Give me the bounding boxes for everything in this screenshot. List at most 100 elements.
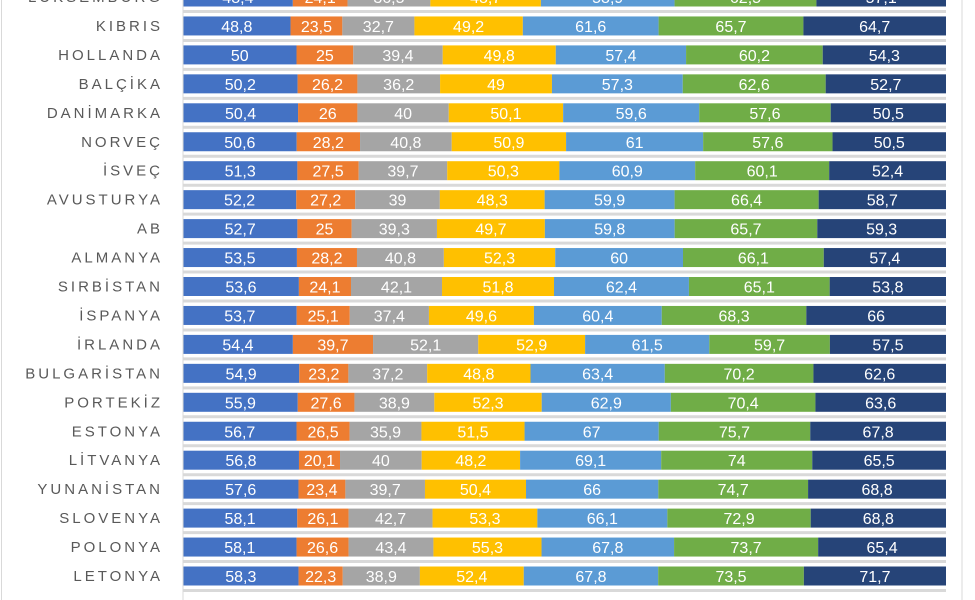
data-label: 66: [583, 482, 601, 499]
data-label: 51,5: [457, 424, 488, 441]
data-label: 50: [231, 48, 249, 65]
bar-segment: [526, 479, 659, 499]
data-label: 52,1: [410, 337, 441, 354]
category-label: PORTEKİZ: [64, 393, 163, 411]
data-label: 23,5: [301, 19, 332, 36]
bar-segment: [817, 219, 946, 239]
data-label: 52,7: [870, 77, 901, 94]
bar-segment: [298, 277, 351, 296]
bar-segment: [520, 450, 662, 470]
data-label: 67,8: [863, 424, 894, 441]
bar-segment: [541, 537, 675, 557]
data-label: 57,5: [872, 337, 903, 354]
bar-segment: [440, 74, 552, 94]
data-label: 42,1: [381, 280, 412, 297]
data-label: 40,8: [385, 251, 416, 268]
bar-segment: [533, 305, 662, 325]
bar-segment: [540, 0, 675, 7]
bar-segment: [688, 277, 830, 296]
bar-segment: [356, 248, 444, 268]
category-label: YUNANİSTAN: [37, 480, 163, 498]
data-label: 23,4: [306, 482, 337, 499]
data-label: 48,2: [455, 453, 486, 470]
data-label: 67,8: [592, 540, 623, 557]
data-label: 63,6: [865, 395, 896, 412]
category-label: AB: [137, 221, 163, 238]
bar-segment: [349, 305, 429, 325]
bar-segment: [347, 0, 431, 7]
data-label: 52,3: [484, 251, 515, 268]
bar-segment: [523, 566, 659, 586]
data-label: 48,8: [463, 366, 494, 383]
bar-segment: [183, 103, 299, 123]
data-label: 23,2: [308, 366, 339, 383]
data-label: 39: [389, 193, 407, 210]
data-label: 71,7: [859, 569, 890, 586]
data-label: 52,3: [472, 395, 503, 412]
bar-segment: [810, 508, 946, 528]
bar-segment: [439, 190, 545, 210]
bar-segment: [296, 305, 350, 325]
data-label: 37,4: [374, 308, 405, 325]
bar-segment: [183, 161, 298, 181]
data-label: 65,1: [744, 280, 775, 297]
data-label: 39,7: [317, 337, 348, 354]
bar-segment: [829, 161, 946, 181]
bar-segment: [832, 132, 946, 152]
bar-segment: [296, 190, 356, 210]
data-label: 49,2: [453, 19, 484, 36]
bar-segment: [448, 103, 564, 123]
category-label: LETONYA: [73, 568, 163, 585]
data-label: 60,2: [739, 48, 770, 65]
data-label: 49,8: [484, 48, 515, 65]
data-label: 39,3: [379, 222, 410, 239]
bar-segment: [183, 479, 299, 499]
data-label: 65,7: [730, 222, 761, 239]
data-label: 36,2: [383, 77, 414, 94]
bar-segment: [658, 421, 811, 441]
data-label: 56,7: [224, 424, 255, 441]
data-label: 57,1: [866, 0, 897, 7]
data-label: 50,6: [224, 135, 255, 152]
bar-segment: [342, 16, 415, 36]
bar-segment: [541, 392, 671, 412]
data-label: 66,1: [587, 511, 618, 528]
data-label: 52,4: [872, 164, 903, 181]
data-label: 62,9: [591, 395, 622, 412]
bar-segment: [658, 479, 809, 499]
data-label: 42,7: [375, 511, 406, 528]
bar-segment: [434, 392, 542, 412]
bar-segment: [585, 334, 710, 354]
bar-segment: [686, 45, 823, 65]
bar-segment: [428, 305, 534, 325]
data-label: 50,4: [460, 482, 491, 499]
data-label: 54,4: [222, 337, 253, 354]
bar-segment: [183, 45, 297, 65]
bar-segment: [298, 450, 341, 470]
data-label: 48,8: [221, 19, 252, 36]
bar-segment: [818, 537, 946, 557]
bar-segment: [674, 219, 818, 239]
data-label: 64,7: [859, 19, 890, 36]
data-label: 62,6: [739, 77, 770, 94]
data-label: 50,9: [493, 135, 524, 152]
data-label: 26,2: [312, 77, 343, 94]
data-label: 57,6: [752, 135, 783, 152]
bar-segment: [290, 16, 343, 36]
data-label: 48,4: [222, 0, 253, 7]
bar-segment: [353, 45, 443, 65]
bar-segment: [183, 450, 299, 470]
data-label: 35,9: [370, 424, 401, 441]
bar-segment: [427, 363, 531, 383]
bar-segment: [297, 508, 349, 528]
data-label: 50,1: [490, 106, 521, 123]
data-label: 26,6: [307, 540, 338, 557]
bar-segment: [350, 277, 443, 296]
bar-segment: [357, 74, 441, 94]
data-label: 28,2: [311, 251, 342, 268]
category-label: BALÇİKA: [79, 75, 163, 93]
data-label: 49: [487, 77, 505, 94]
bar-segment: [430, 0, 541, 7]
bar-segment: [296, 421, 350, 441]
bar-segment: [296, 537, 349, 557]
